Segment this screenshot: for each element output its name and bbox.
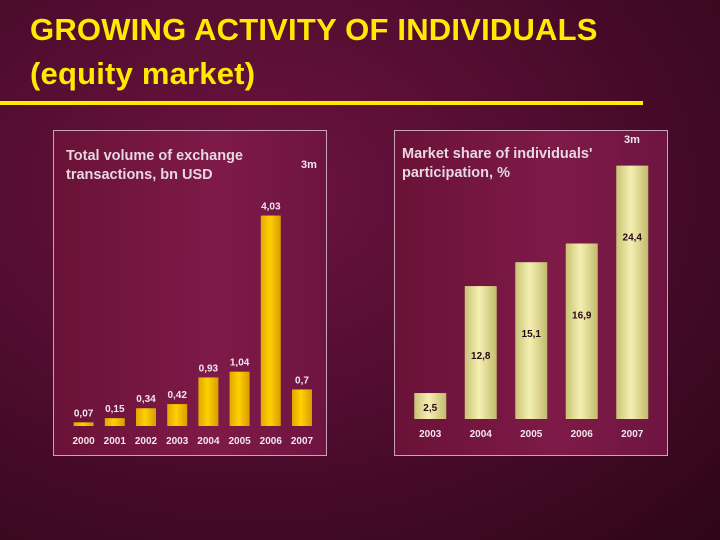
volume-value-label: 4,03 [261, 202, 281, 213]
share-category-label: 2004 [470, 429, 493, 440]
volume-bar-2007 [292, 389, 312, 426]
volume-category-label: 2004 [197, 436, 220, 447]
volume-chart-svg: 0,07 2000 0,15 2001 0,34 2002 0,42 2003 0,93 2004… [72, 202, 314, 447]
volume-category-label: 2005 [228, 436, 251, 447]
share-category-label: 2003 [419, 429, 442, 440]
volume-bar-2001 [104, 418, 125, 426]
share-category-label: 2007 [621, 429, 644, 440]
slide-title: GROWING ACTIVITY OF INDIVIDUALS (equity … [30, 8, 598, 96]
volume-category-label: 2000 [72, 436, 95, 447]
volume-category-label: 2001 [104, 436, 127, 447]
share-chart-title-line2: participation, % [402, 165, 510, 181]
volume-chart-note: 3m [301, 159, 317, 171]
volume-value-label: 0,42 [167, 390, 187, 401]
volume-bar-2004 [198, 377, 219, 426]
volume-bar-2003 [167, 404, 188, 426]
share-bar-2004 [464, 286, 497, 419]
share-category-label: 2005 [520, 429, 543, 440]
volume-bar-2002 [136, 408, 156, 426]
volume-category-label: 2002 [135, 436, 158, 447]
volume-value-label: 0,34 [136, 394, 156, 405]
share-value-label: 12,8 [471, 351, 491, 362]
share-chart-note: 3m [624, 134, 640, 146]
volume-value-label: 0,7 [295, 375, 309, 386]
share-chart-title: Market share of individuals' participati… [402, 145, 622, 183]
volume-bar-2000 [73, 422, 94, 426]
share-bar-2007 [616, 165, 649, 419]
share-bar-2006 [565, 243, 598, 419]
slide-title-line2: (equity market) [30, 56, 256, 91]
volume-category-label: 2006 [260, 436, 283, 447]
volume-chart-title: Total volume of exchange transactions, b… [66, 147, 266, 185]
share-category-label: 2006 [571, 429, 594, 440]
title-underline [0, 101, 643, 105]
volume-category-label: 2007 [291, 436, 314, 447]
slide-title-line1: GROWING ACTIVITY OF INDIVIDUALS [30, 12, 598, 47]
volume-value-label: 1,04 [230, 358, 250, 369]
volume-bar-2006 [260, 215, 281, 426]
volume-chart-panel: Total volume of exchange transactions, b… [53, 130, 327, 456]
share-bar-2003 [414, 393, 447, 419]
share-chart-svg: 2,5 2003 12,8 2004 15,1 2005 16,9 2006 24,4 2007 [414, 165, 649, 440]
volume-bar-2005 [229, 371, 250, 426]
volume-chart-title-line2: transactions, bn USD [66, 167, 213, 183]
share-value-label: 24,4 [623, 233, 643, 244]
volume-chart-title-line1: Total volume of exchange [66, 148, 243, 164]
share-bar-2005 [515, 262, 548, 419]
volume-value-label: 0,07 [74, 408, 94, 419]
share-chart-title-line1: Market share of individuals' [402, 146, 593, 162]
share-value-label: 16,9 [572, 311, 592, 322]
volume-value-label: 0,15 [105, 404, 125, 415]
volume-value-label: 0,93 [199, 363, 219, 374]
share-chart-panel: Market share of individuals' participati… [394, 130, 668, 456]
share-value-label: 2,5 [423, 403, 437, 414]
volume-category-label: 2003 [166, 436, 189, 447]
share-value-label: 15,1 [522, 329, 542, 340]
